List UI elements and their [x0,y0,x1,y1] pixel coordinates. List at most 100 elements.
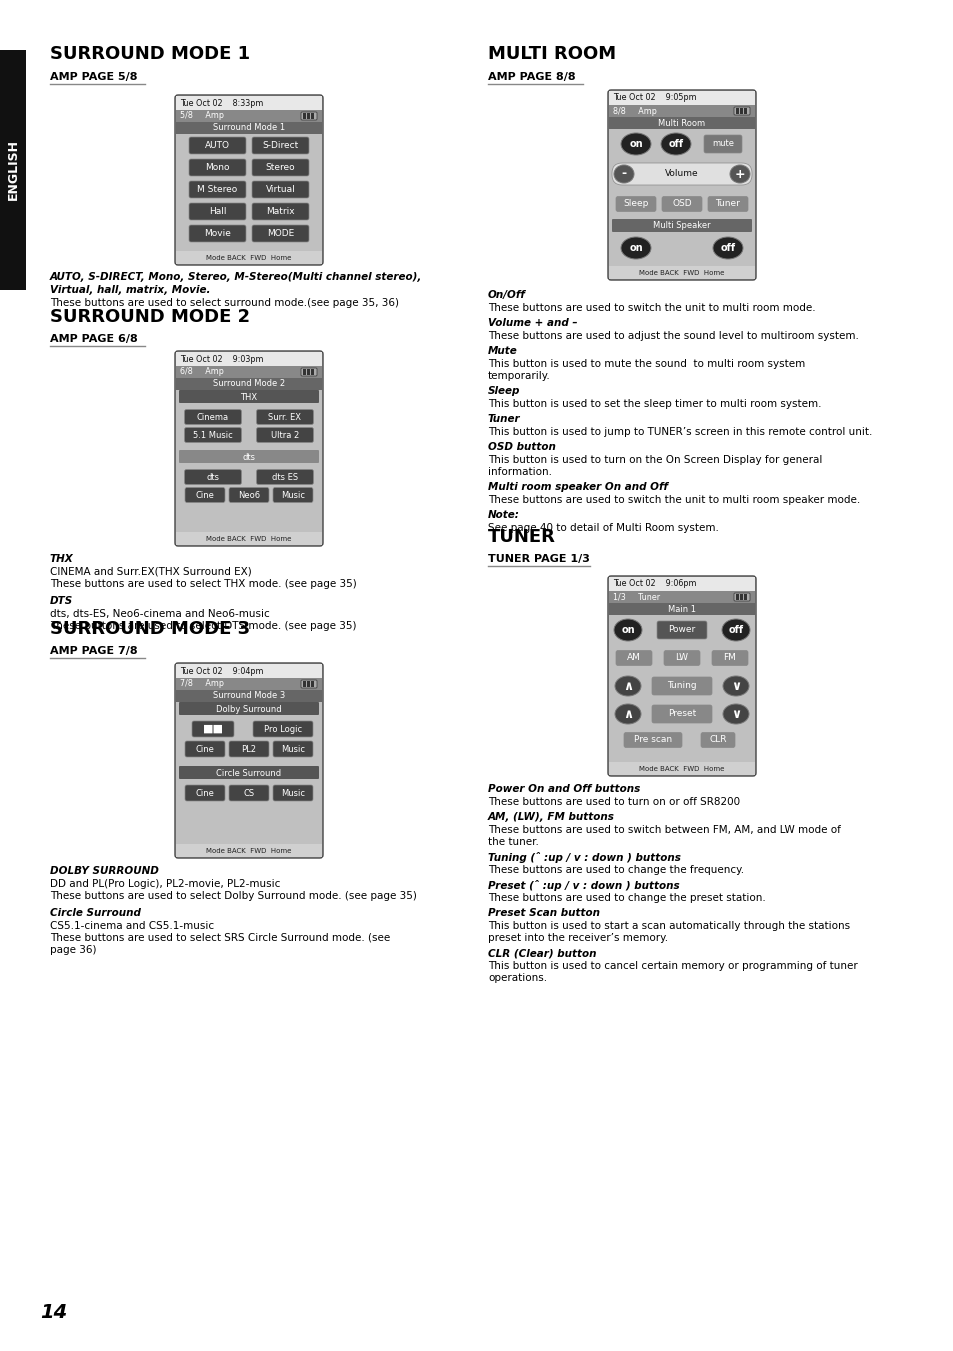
Text: on: on [629,243,642,253]
FancyBboxPatch shape [607,576,755,775]
Text: 7/8     Amp: 7/8 Amp [180,680,224,689]
Text: Volume + and –: Volume + and – [488,317,577,328]
Text: mute: mute [711,139,733,149]
FancyBboxPatch shape [175,366,322,378]
FancyBboxPatch shape [607,91,755,280]
Text: Circle Surround: Circle Surround [50,908,141,917]
Text: M Stereo: M Stereo [197,185,237,195]
Text: Surround Mode 1: Surround Mode 1 [213,123,285,132]
Ellipse shape [615,676,640,696]
Text: Multi Room: Multi Room [658,119,705,127]
Text: Stereo: Stereo [265,163,295,172]
FancyBboxPatch shape [612,219,751,232]
Text: DTS: DTS [50,596,73,607]
Ellipse shape [614,165,634,182]
FancyBboxPatch shape [740,108,742,113]
FancyBboxPatch shape [700,732,734,747]
Ellipse shape [615,704,640,724]
FancyBboxPatch shape [175,353,322,366]
Text: AUTO, S-DIRECT, Mono, Stereo, M-Stereo(Multi channel stereo),: AUTO, S-DIRECT, Mono, Stereo, M-Stereo(M… [50,272,422,282]
Text: ■■: ■■ [202,724,223,734]
Text: on: on [629,139,642,149]
Text: ∧: ∧ [622,708,633,720]
Text: operations.: operations. [488,973,547,984]
FancyBboxPatch shape [175,663,322,678]
Text: 8/8     Amp: 8/8 Amp [613,107,657,115]
FancyBboxPatch shape [301,367,316,376]
Text: Music: Music [281,789,305,797]
Text: AMP PAGE 7/8: AMP PAGE 7/8 [50,646,137,657]
Ellipse shape [620,236,650,259]
Ellipse shape [614,619,641,640]
Text: CS5.1-cinema and CS5.1-music: CS5.1-cinema and CS5.1-music [50,921,213,931]
Text: See page 40 to detail of Multi Room system.: See page 40 to detail of Multi Room syst… [488,523,719,534]
FancyBboxPatch shape [651,677,711,694]
FancyBboxPatch shape [608,603,754,615]
Text: Tue Oct 02    9:05pm: Tue Oct 02 9:05pm [613,93,696,103]
FancyBboxPatch shape [175,844,322,857]
Text: Preset (ˆ :up / v : down ) buttons: Preset (ˆ :up / v : down ) buttons [488,880,679,892]
FancyBboxPatch shape [608,91,754,105]
Text: Power: Power [668,626,695,635]
Text: This button is used to jump to TUNER’s screen in this remote control unit.: This button is used to jump to TUNER’s s… [488,427,871,436]
Text: Mono: Mono [205,163,230,172]
Text: Surround Mode 3: Surround Mode 3 [213,692,285,701]
Text: off: off [668,139,683,149]
FancyBboxPatch shape [616,650,651,666]
Text: Matrix: Matrix [266,207,294,216]
FancyBboxPatch shape [273,740,313,757]
Text: This button is used to set the sleep timer to multi room system.: This button is used to set the sleep tim… [488,399,821,409]
FancyBboxPatch shape [663,650,700,666]
FancyBboxPatch shape [623,732,681,747]
Text: CLR: CLR [708,735,726,744]
FancyBboxPatch shape [303,681,306,688]
FancyBboxPatch shape [175,690,322,703]
Ellipse shape [660,132,690,155]
Text: Tuning (ˆ :up / v : down ) buttons: Tuning (ˆ :up / v : down ) buttons [488,852,680,863]
FancyBboxPatch shape [740,594,742,600]
Ellipse shape [729,165,749,182]
Text: Cinema: Cinema [196,412,229,422]
FancyBboxPatch shape [189,136,246,154]
Text: off: off [720,243,735,253]
FancyBboxPatch shape [311,369,314,376]
FancyBboxPatch shape [711,650,747,666]
Text: Music: Music [281,744,305,754]
Text: ∧: ∧ [622,680,633,693]
FancyBboxPatch shape [252,203,309,220]
Text: Circle Surround: Circle Surround [216,769,281,777]
Text: PL2: PL2 [241,744,256,754]
Text: Cine: Cine [195,789,214,797]
Text: Mute: Mute [488,346,517,357]
Text: These buttons are used to adjust the sound level to multiroom system.: These buttons are used to adjust the sou… [488,331,858,340]
Text: These buttons are used to turn on or off SR8200: These buttons are used to turn on or off… [488,797,740,807]
FancyBboxPatch shape [651,705,711,723]
Text: 5.1 Music: 5.1 Music [193,431,233,439]
Text: Pre scan: Pre scan [634,735,671,744]
Text: ∨: ∨ [730,680,740,693]
Text: These buttons are used to switch the unit to multi room mode.: These buttons are used to switch the uni… [488,303,815,313]
Text: Virtual, hall, matrix, Movie.: Virtual, hall, matrix, Movie. [50,285,211,295]
FancyBboxPatch shape [733,593,749,601]
FancyBboxPatch shape [185,740,225,757]
Text: Pro Logic: Pro Logic [264,724,302,734]
FancyBboxPatch shape [608,118,754,128]
FancyBboxPatch shape [184,409,241,424]
FancyBboxPatch shape [301,112,316,120]
Ellipse shape [620,132,650,155]
Text: Ultra 2: Ultra 2 [271,431,299,439]
FancyBboxPatch shape [189,159,246,176]
Text: Cine: Cine [195,490,214,500]
Text: AMP PAGE 5/8: AMP PAGE 5/8 [50,72,137,82]
Text: preset into the receiver’s memory.: preset into the receiver’s memory. [488,934,667,943]
FancyBboxPatch shape [273,785,313,801]
FancyBboxPatch shape [174,95,323,265]
Text: Tue Oct 02    9:04pm: Tue Oct 02 9:04pm [180,666,263,676]
Text: +: + [734,168,744,181]
Text: LW: LW [675,654,688,662]
FancyBboxPatch shape [252,159,309,176]
Text: Main 1: Main 1 [667,604,696,613]
FancyBboxPatch shape [307,113,310,119]
Text: 14: 14 [40,1304,67,1323]
Text: -: - [620,168,626,181]
